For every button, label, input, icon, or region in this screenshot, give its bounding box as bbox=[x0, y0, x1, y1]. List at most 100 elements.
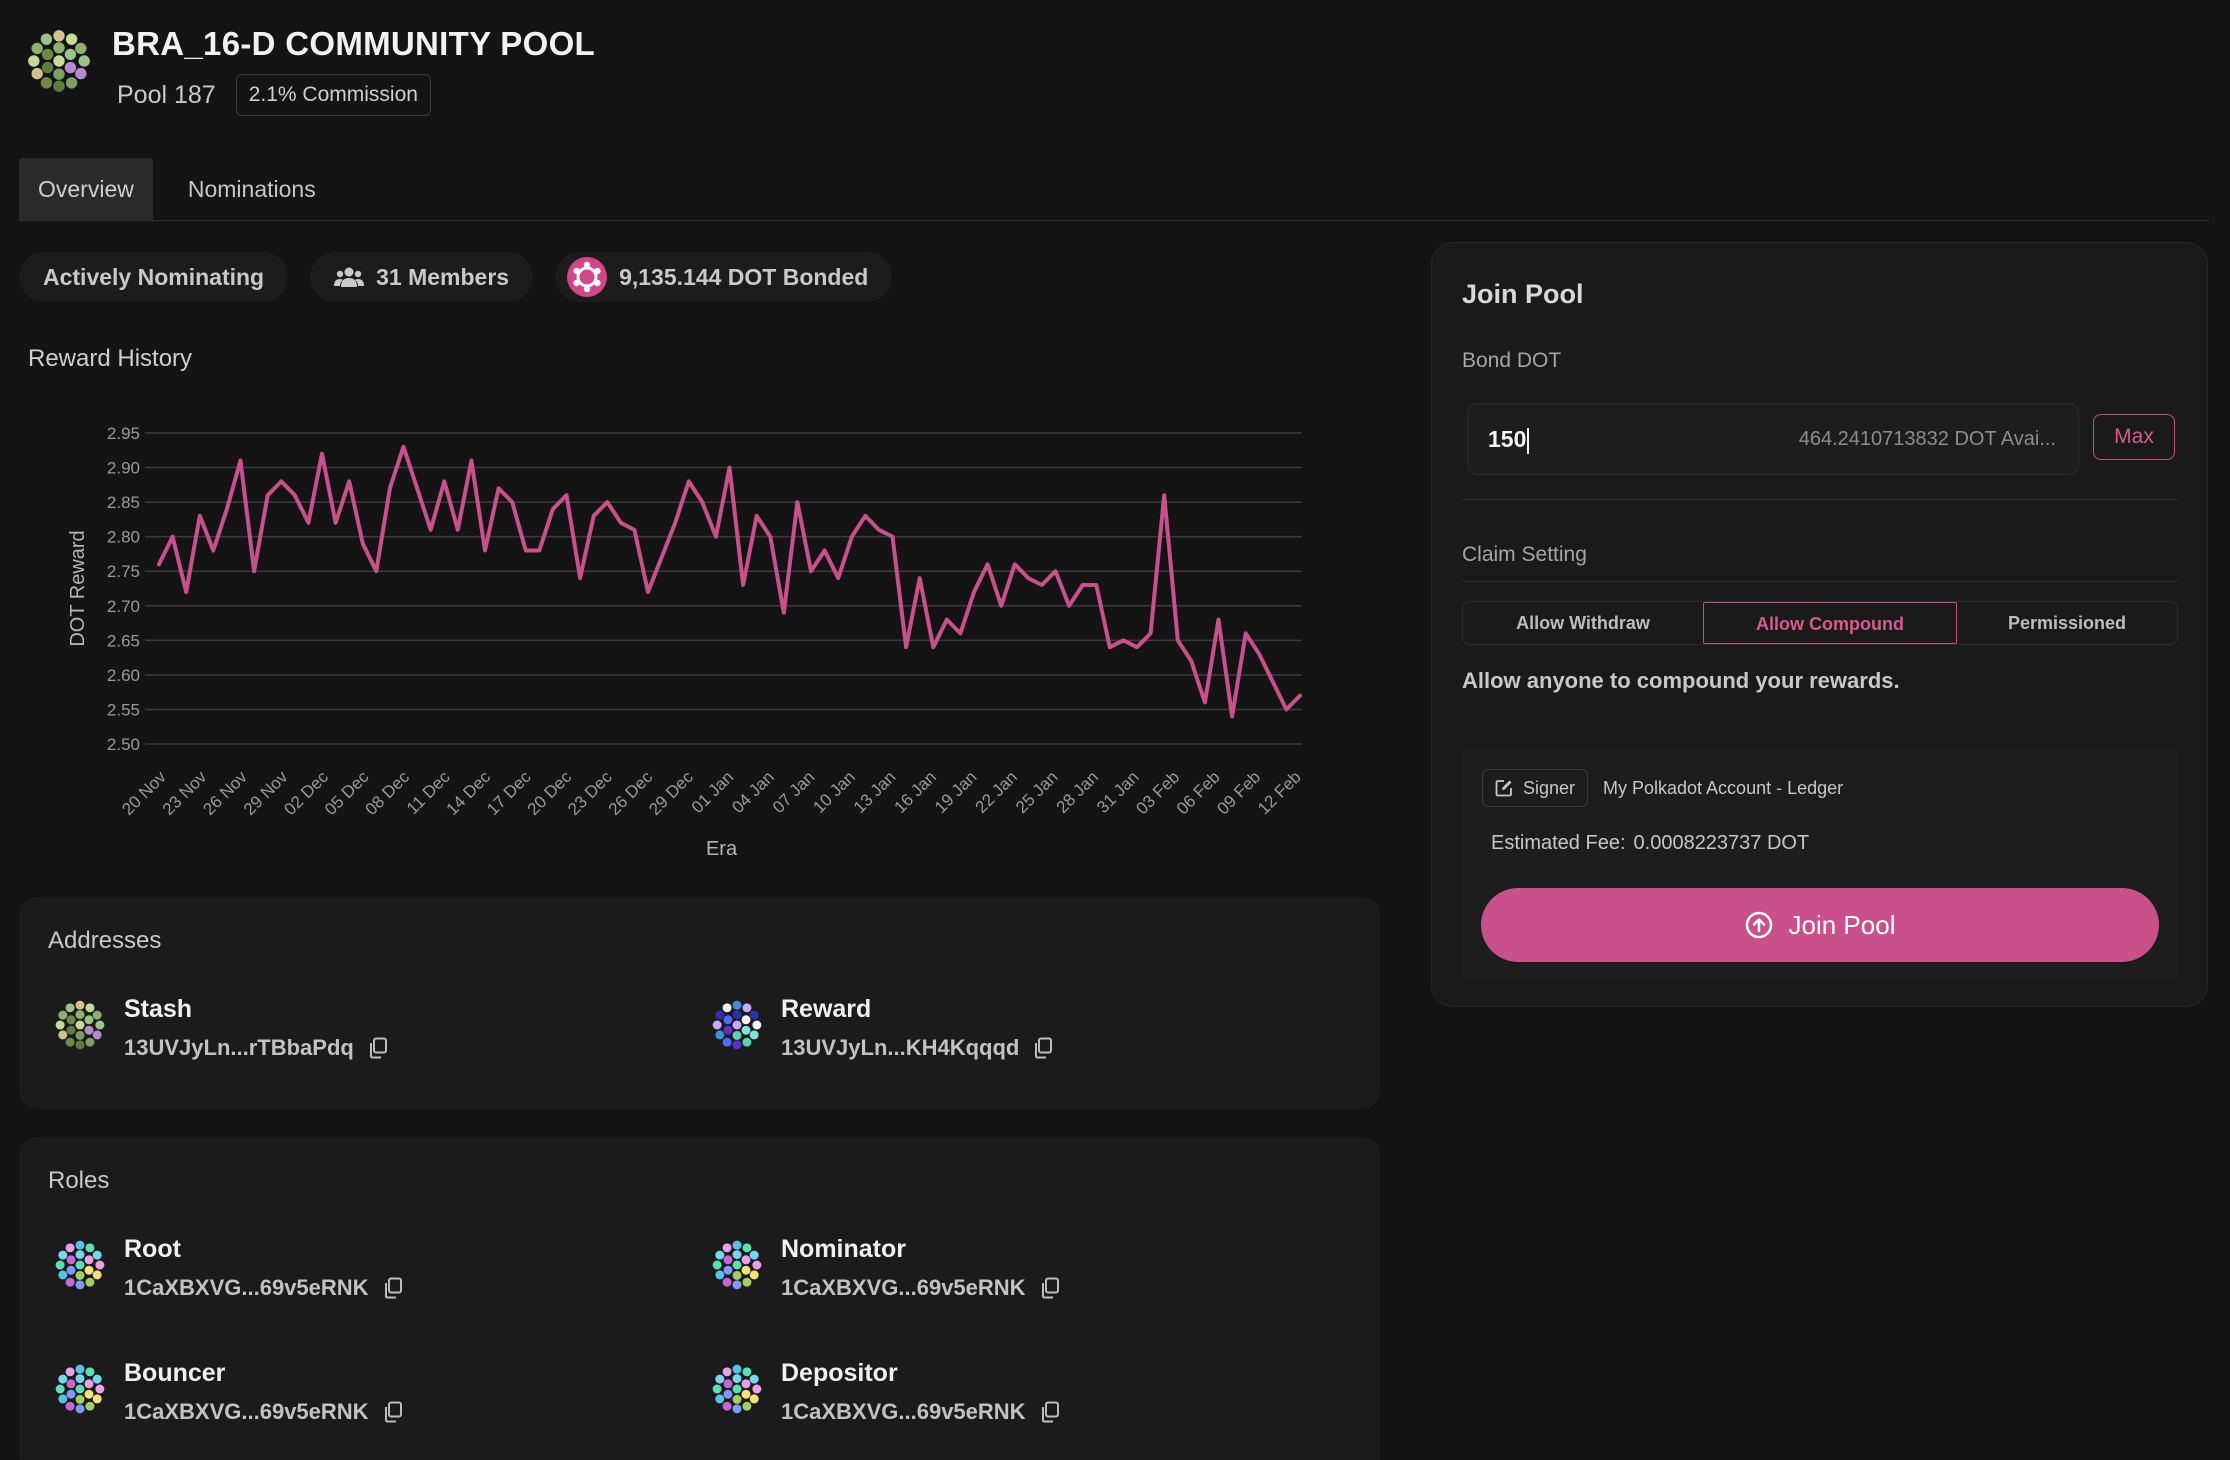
x-tick-label: 14 Dec bbox=[443, 767, 495, 819]
role-bouncer: Bouncer 1CaXBXVG...69v5eRNK bbox=[54, 1357, 403, 1425]
reward-history-chart: 2.95 2.90 2.85 2.80 2.75 2.70 2.65 2.60 2.55 2.50… bbox=[67, 424, 1305, 860]
join-pool-title: Join Pool bbox=[1462, 279, 1584, 309]
x-tick-label: 07 Jan bbox=[769, 767, 819, 817]
y-axis-label: DOT Reward bbox=[67, 530, 89, 646]
claim-option-allow-compound[interactable]: Allow Compound bbox=[1703, 602, 1957, 644]
y-tick-label: 2.95 bbox=[107, 424, 140, 443]
claim-option-allow-withdraw[interactable]: Allow Withdraw bbox=[1516, 613, 1650, 633]
claim-option-permissioned[interactable]: Permissioned bbox=[2007, 613, 2127, 633]
bond-amount-value: 150 bbox=[1488, 426, 1527, 452]
claim-setting-label: Claim Setting bbox=[1462, 543, 1587, 566]
fee-value: 0.0008223737 DOT bbox=[1633, 832, 1810, 854]
x-tick-label: 12 Feb bbox=[1254, 767, 1305, 818]
x-tick-label: 03 Feb bbox=[1132, 767, 1183, 818]
x-tick-label: 26 Dec bbox=[605, 767, 657, 819]
copy-icon[interactable] bbox=[383, 1401, 403, 1423]
bonded-pill: 9,135.144 DOT Bonded bbox=[555, 252, 893, 302]
polkadot-logo-icon bbox=[567, 257, 608, 297]
x-tick-label: 25 Jan bbox=[1012, 767, 1062, 817]
y-tick-label: 2.55 bbox=[107, 700, 140, 719]
y-tick-label: 2.80 bbox=[107, 528, 140, 547]
role-address: 1CaXBXVG...69v5eRNK bbox=[781, 1275, 1026, 1300]
text-caret bbox=[1527, 427, 1530, 454]
reward-identicon-icon bbox=[712, 1000, 762, 1050]
x-tick-label: 20 Nov bbox=[118, 767, 170, 819]
x-tick-label: 29 Nov bbox=[240, 767, 292, 819]
address-label: Stash bbox=[124, 995, 193, 1023]
claim-setting-selector: Allow Withdraw Allow Compound Permission… bbox=[1462, 601, 2178, 645]
copy-icon[interactable] bbox=[383, 1277, 403, 1299]
join-pool-button-label: Join Pool bbox=[1788, 909, 1896, 940]
x-tick-label: 08 Dec bbox=[362, 767, 414, 819]
role-address: 1CaXBXVG...69v5eRNK bbox=[124, 1399, 369, 1424]
signer-section: Signer My Polkadot Account - Ledger Esti… bbox=[1462, 749, 2178, 979]
tab-bar: Overview Nominations bbox=[19, 158, 335, 220]
role-label: Depositor bbox=[781, 1359, 898, 1387]
divider bbox=[1462, 581, 2178, 582]
role-label: Nominator bbox=[781, 1235, 906, 1263]
address-label: Reward bbox=[781, 995, 872, 1023]
x-tick-label: 05 Dec bbox=[321, 767, 373, 819]
y-tick-label: 2.70 bbox=[107, 597, 140, 616]
y-tick-label: 2.85 bbox=[107, 493, 140, 512]
addresses-title: Addresses bbox=[48, 927, 162, 954]
x-tick-label: 23 Nov bbox=[159, 767, 211, 819]
users-icon bbox=[334, 267, 365, 287]
tab-overview[interactable]: Overview bbox=[19, 158, 153, 220]
available-balance: 464.2410713832 DOT Avai... bbox=[1798, 428, 2056, 450]
edit-icon bbox=[1495, 780, 1512, 797]
tabs-divider bbox=[19, 220, 2209, 221]
copy-icon[interactable] bbox=[1033, 1037, 1053, 1059]
pool-stats: Actively Nominating 31 Members 9,135.144… bbox=[19, 252, 914, 302]
root-identicon-icon bbox=[55, 1240, 105, 1290]
join-pool-button[interactable]: Join Pool bbox=[1481, 888, 2159, 962]
reward-series-line bbox=[157, 444, 1302, 719]
x-tick-label: 01 Jan bbox=[688, 767, 738, 817]
divider bbox=[1462, 499, 2178, 500]
pool-header: BRA_16-D COMMUNITY POOL Pool 187 2.1% Co… bbox=[26, 24, 595, 116]
depositor-identicon-icon bbox=[712, 1364, 762, 1414]
tab-nominations[interactable]: Nominations bbox=[187, 176, 316, 202]
address-reward: Reward 13UVJyLn...KH4Kqqqd bbox=[711, 993, 1053, 1061]
state-label: Actively Nominating bbox=[43, 263, 265, 290]
x-tick-label: 23 Dec bbox=[564, 767, 616, 819]
role-address: 1CaXBXVG...69v5eRNK bbox=[781, 1399, 1026, 1424]
role-depositor: Depositor 1CaXBXVG...69v5eRNK bbox=[711, 1357, 1060, 1425]
signer-account: My Polkadot Account - Ledger bbox=[1603, 778, 1844, 798]
roles-title: Roles bbox=[48, 1167, 110, 1194]
max-button[interactable]: Max bbox=[2093, 414, 2175, 460]
signer-button[interactable]: Signer bbox=[1482, 769, 1589, 807]
copy-icon[interactable] bbox=[368, 1037, 388, 1059]
roles-card: Roles Root 1CaXBXVG...69v5eRNK Nominator… bbox=[19, 1137, 1380, 1460]
signer-label: Signer bbox=[1523, 777, 1576, 798]
bond-label: Bond DOT bbox=[1462, 349, 1562, 372]
bonded-label: 9,135.144 DOT Bonded bbox=[619, 263, 869, 290]
role-root: Root 1CaXBXVG...69v5eRNK bbox=[54, 1233, 403, 1301]
y-tick-label: 2.60 bbox=[107, 666, 140, 685]
arrow-up-circle-icon bbox=[1745, 911, 1772, 939]
role-label: Root bbox=[124, 1235, 181, 1263]
x-tick-label: 26 Nov bbox=[199, 767, 251, 819]
claim-description: Allow anyone to compound your rewards. bbox=[1462, 668, 1900, 693]
y-tick-label: 2.50 bbox=[107, 735, 140, 754]
y-tick-label: 2.90 bbox=[107, 459, 140, 478]
reward-history-title: Reward History bbox=[28, 345, 193, 372]
x-tick-label: 28 Jan bbox=[1053, 767, 1103, 817]
x-axis-label: Era bbox=[706, 838, 738, 860]
y-tick-label: 2.75 bbox=[107, 562, 140, 581]
x-tick-label: 20 Dec bbox=[524, 767, 576, 819]
x-tick-label: 17 Dec bbox=[483, 767, 535, 819]
x-tick-label: 29 Dec bbox=[645, 767, 697, 819]
members-pill: 31 Members bbox=[310, 252, 534, 302]
pool-title: BRA_16-D COMMUNITY POOL bbox=[112, 25, 595, 62]
x-tick-label: 06 Feb bbox=[1173, 767, 1224, 818]
x-tick-label: 16 Jan bbox=[890, 767, 940, 817]
y-tick-label: 2.65 bbox=[107, 631, 140, 650]
bouncer-identicon-icon bbox=[55, 1364, 105, 1414]
copy-icon[interactable] bbox=[1040, 1401, 1060, 1423]
bond-amount-input[interactable]: 150 464.2410713832 DOT Avai... bbox=[1467, 403, 2079, 475]
pool-identicon-icon bbox=[28, 30, 90, 92]
x-tick-label: 19 Jan bbox=[931, 767, 981, 817]
copy-icon[interactable] bbox=[1040, 1277, 1060, 1299]
commission-badge: 2.1% Commission bbox=[235, 74, 431, 116]
